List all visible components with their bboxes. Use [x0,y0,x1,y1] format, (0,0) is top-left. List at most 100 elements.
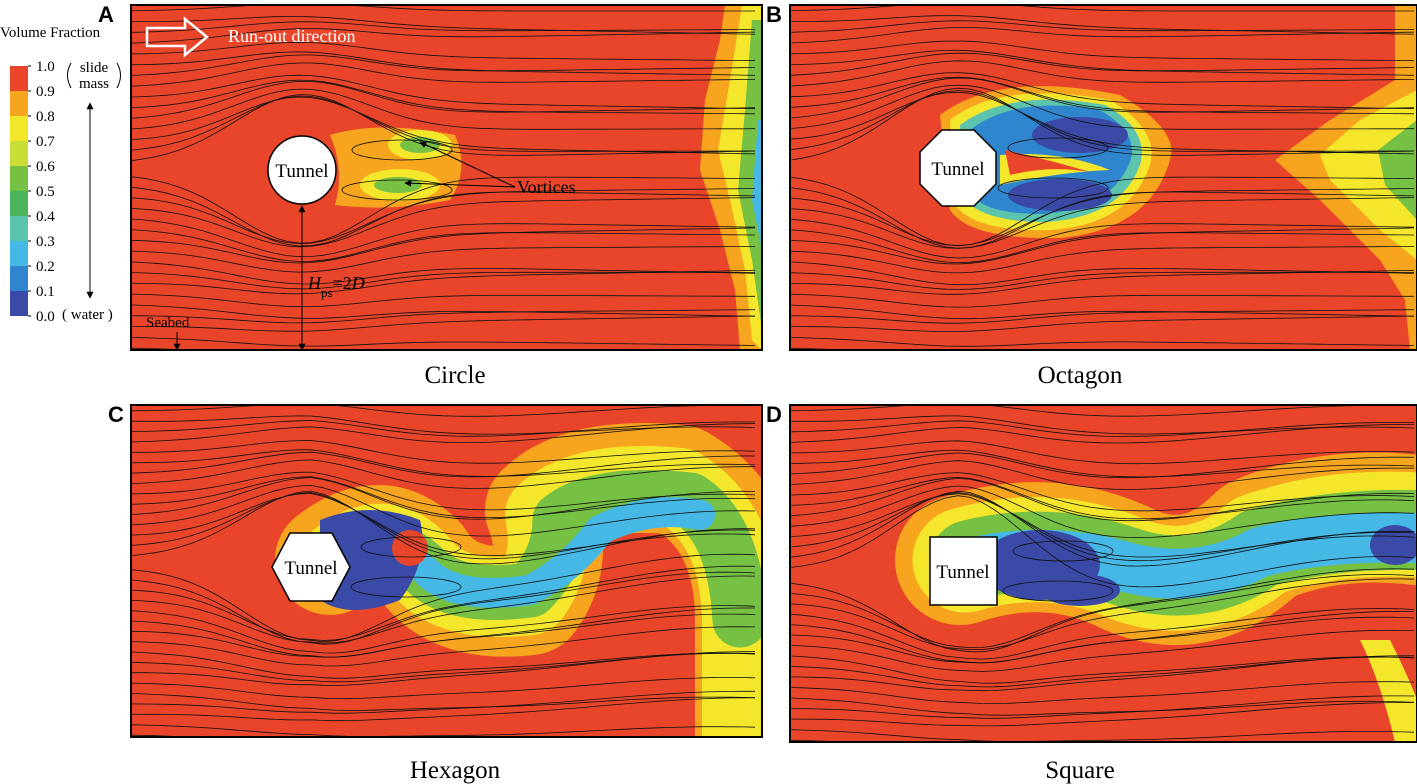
panel-caption: Octagon [1038,362,1123,389]
streamline [790,629,1415,672]
colorbar-tick-label: 0.9 [36,84,55,100]
tunnel-circle [267,135,337,205]
streamline [131,74,756,110]
streamline [790,20,1414,33]
streamline [131,693,756,711]
streamline [790,52,1415,76]
colorbar-tick-label: 0.2 [36,259,55,275]
streamline [131,477,756,520]
streamline [790,315,1415,333]
streamline [131,484,756,537]
streamline [790,40,1415,62]
hps-main: H [307,273,322,293]
paren [116,62,121,89]
streamline [131,80,756,119]
colorbar-title: Volume Fraction [0,25,101,41]
colorbar-tick-label: 0.4 [36,209,55,225]
streamline [790,452,1415,479]
colorbar-band [10,166,28,191]
streamline [790,607,1415,660]
streamline [790,197,1415,249]
tunnel-label: Tunnel [275,161,328,182]
streamline [131,605,756,654]
streamline [790,77,1415,119]
seabed-label: Seabed [146,315,190,331]
colorbar-tick-label: 0.6 [36,159,55,175]
streamline [790,293,1414,308]
streamline [790,246,1415,274]
streamline [790,87,1415,161]
vortex-line [351,139,453,161]
streamline [790,476,1415,520]
streamline [131,227,756,264]
colorbar-band [10,191,28,216]
streamline [131,651,755,686]
streamline [790,477,1415,522]
streamline [131,96,756,155]
panel-label: D [766,402,782,427]
streamline [790,309,1415,324]
streamline [131,476,756,518]
streamline [131,651,756,679]
streamline [790,495,1415,588]
streamline [131,490,756,565]
streamline [790,697,1415,716]
colorbar-band [10,291,28,316]
colorbar-band [10,216,28,241]
panel-frame [130,404,763,738]
vortices-label: Vortices [517,177,576,197]
vortex-line [360,536,462,558]
streamline [790,84,1415,130]
streamline [790,695,1415,719]
streamline [131,315,756,332]
streamline [790,72,1415,110]
streamline [790,91,1415,155]
streamline [790,405,1415,417]
runout-label: Run-out direction [228,26,355,46]
streamline [131,21,755,33]
panel-label: A [98,2,114,27]
streamline [131,493,756,556]
streamline [790,485,1415,539]
vortex-line [997,177,1109,199]
streamline [790,227,1415,265]
streamline [131,309,756,324]
streamline [790,472,1415,512]
hps-italic: D [351,273,365,293]
panel-a-field [131,5,762,350]
vortex-line [350,576,462,598]
streamline [131,420,756,437]
streamline [790,187,1415,249]
streamline [790,490,1415,567]
colorbar-tick-label: 0.7 [36,134,55,150]
panel-caption: Square [1045,757,1114,784]
streamline [131,218,756,258]
colorbar-band [10,141,28,166]
streamline [131,88,756,130]
streamline [131,186,756,247]
streamline [131,471,756,511]
streamline [131,677,756,700]
streamline [131,54,756,76]
streamline [131,690,755,714]
streamline [131,626,756,667]
streamline [131,246,756,273]
streamline [790,90,1414,152]
streamline [790,188,1415,246]
colorbar-band [10,241,28,266]
panel-label: B [766,2,782,27]
colorbar-tick-label: 0.1 [36,284,55,300]
tunnel-hexagon [271,532,351,602]
streamline [131,575,756,644]
panel-caption: Hexagon [410,757,501,784]
colorbar-tick-label: 0.5 [36,184,55,200]
streamline [131,459,755,489]
colorbar-tick-label: 0.8 [36,109,55,125]
vortex-line [341,179,453,201]
colorbar-tick-label: 0.3 [36,234,55,250]
streamline [131,41,756,62]
colorbar-band [10,91,28,116]
streamline [131,51,756,76]
streamline [790,304,1415,320]
